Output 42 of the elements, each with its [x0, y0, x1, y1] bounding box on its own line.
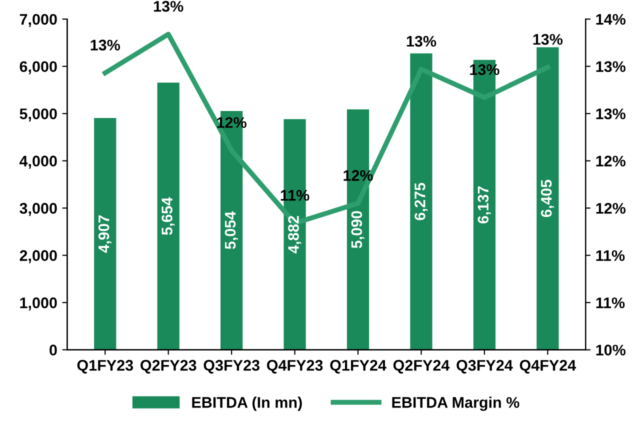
bar [536, 47, 559, 350]
y-tick-label: 7,000 [20, 14, 57, 27]
x-tick-label: Q3FY24 [456, 360, 513, 374]
y-tick-label: 5,000 [20, 108, 57, 122]
data-label: 4,907 [98, 215, 112, 253]
legend-label: EBITDA (In mn) [192, 396, 302, 411]
y2-tick-label: 10% [596, 344, 626, 356]
y2-tick-label: 11% [596, 250, 625, 261]
data-label: 4,882 [288, 216, 302, 254]
data-label: 13% [90, 40, 120, 50]
legend-label: EBITDA Margin % [392, 396, 520, 411]
y2-tick-label: 14% [596, 14, 626, 25]
data-label: 13% [533, 34, 563, 45]
x-tick-label: Q3FY23 [204, 360, 260, 374]
bar [94, 118, 116, 350]
y2-tick-label: 11% [596, 297, 625, 308]
y-tick-label: 1,000 [20, 297, 57, 310]
y-tick-label: 6,000 [20, 61, 57, 74]
x-tick-label: Q1FY23 [77, 360, 134, 374]
data-label: 13% [154, 0, 184, 12]
y-tick-label: 2,000 [20, 250, 57, 264]
data-label: 5,090 [351, 211, 364, 248]
x-tick-label: Q4FY23 [266, 360, 323, 374]
x-tick-label: Q4FY24 [520, 360, 576, 374]
data-label: 6,137 [478, 186, 491, 224]
y2-tick-label: 12% [596, 156, 626, 166]
x-tick-label: Q2FY23 [140, 360, 196, 374]
data-label: 5,054 [224, 211, 238, 250]
data-label: 5,654 [162, 197, 175, 235]
y-tick-label: 3,000 [20, 202, 57, 216]
x-tick-label: Q2FY24 [393, 360, 450, 374]
data-label: 13% [406, 36, 436, 47]
data-label: 6,275 [414, 182, 428, 220]
y-tick-label: 4,000 [19, 156, 57, 169]
bar [410, 53, 432, 350]
bar [157, 82, 180, 350]
x-tick-label: Q1FY24 [330, 360, 386, 374]
y-tick-label: 0 [50, 344, 57, 356]
y2-tick-label: 12% [596, 202, 626, 214]
y2-tick-label: 13% [596, 61, 626, 72]
data-label: 6,405 [540, 180, 554, 218]
y2-tick-label: 13% [596, 108, 626, 120]
